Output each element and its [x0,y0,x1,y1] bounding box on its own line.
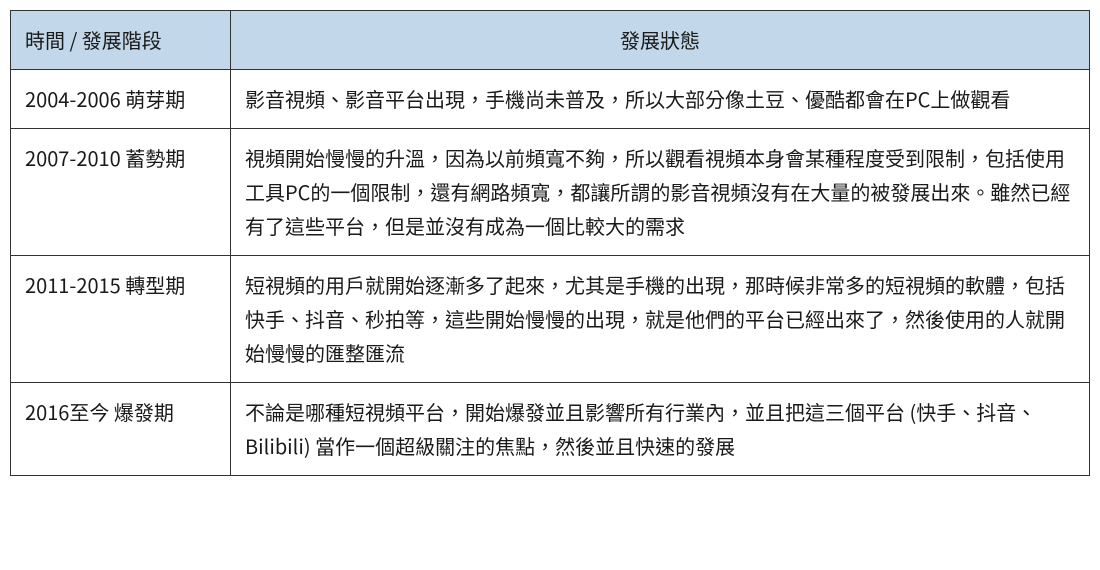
cell-period: 2004-2006 萌芽期 [11,70,231,129]
col-header-period: 時間 / 發展階段 [11,11,231,70]
table-row: 2011-2015 轉型期 短視頻的用戶就開始逐漸多了起來，尤其是手機的出現，那… [11,256,1090,383]
cell-status: 不論是哪種短視頻平台，開始爆發並且影響所有行業內，並且把這三個平台 (快手、抖音… [231,383,1090,476]
table-row: 2004-2006 萌芽期 影音視頻、影音平台出現，手機尚未普及，所以大部分像土… [11,70,1090,129]
development-table: 時間 / 發展階段 發展狀態 2004-2006 萌芽期 影音視頻、影音平台出現… [10,10,1090,476]
cell-period: 2016至今 爆發期 [11,383,231,476]
cell-status: 視頻開始慢慢的升溫，因為以前頻寬不夠，所以觀看視頻本身會某種程度受到限制，包括使… [231,129,1090,256]
col-header-status: 發展狀態 [231,11,1090,70]
table-row: 2007-2010 蓄勢期 視頻開始慢慢的升溫，因為以前頻寬不夠，所以觀看視頻本… [11,129,1090,256]
cell-status: 短視頻的用戶就開始逐漸多了起來，尤其是手機的出現，那時候非常多的短視頻的軟體，包… [231,256,1090,383]
table-row: 2016至今 爆發期 不論是哪種短視頻平台，開始爆發並且影響所有行業內，並且把這… [11,383,1090,476]
cell-period: 2007-2010 蓄勢期 [11,129,231,256]
table-header-row: 時間 / 發展階段 發展狀態 [11,11,1090,70]
cell-period: 2011-2015 轉型期 [11,256,231,383]
development-table-container: 時間 / 發展階段 發展狀態 2004-2006 萌芽期 影音視頻、影音平台出現… [10,10,1090,476]
cell-status: 影音視頻、影音平台出現，手機尚未普及，所以大部分像土豆、優酷都會在PC上做觀看 [231,70,1090,129]
